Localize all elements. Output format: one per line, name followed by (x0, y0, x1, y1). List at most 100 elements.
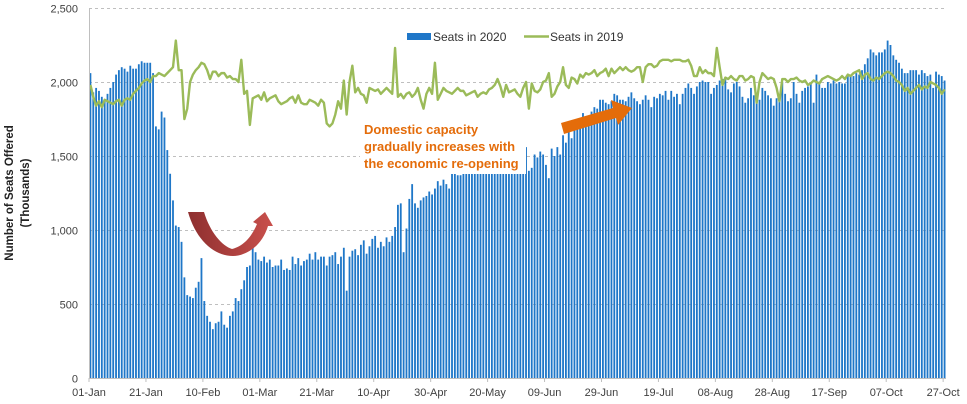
bar-2020 (174, 225, 177, 378)
bar-2020 (434, 188, 436, 378)
bar-2020 (681, 93, 684, 378)
bar-2020 (229, 315, 231, 378)
bar-2020 (661, 95, 664, 378)
bar-2020 (539, 151, 542, 378)
bar-2020 (340, 256, 342, 378)
x-tick-label: 01-Mar (242, 387, 277, 399)
bar-2020 (929, 74, 932, 378)
bar-2020 (863, 64, 866, 379)
bar-2020 (582, 113, 584, 378)
bar-2020 (100, 96, 103, 379)
bar-2020 (610, 101, 613, 379)
bar-2020 (906, 73, 909, 379)
bar-2020 (354, 249, 357, 378)
bar-2020 (314, 252, 317, 378)
bar-2020 (419, 200, 422, 378)
bar-2020 (624, 101, 627, 379)
bar-2020 (616, 95, 619, 378)
bar-2020 (163, 117, 166, 379)
bar-2020 (764, 90, 767, 378)
bar-2020 (493, 160, 496, 378)
bar-2020 (886, 40, 889, 379)
y-tick-label: 2,000 (50, 78, 78, 90)
bar-2020 (909, 70, 912, 378)
bar-2020 (143, 62, 146, 378)
bar-2020 (698, 82, 701, 378)
x-tick-label: 17-Sep (812, 387, 847, 399)
annotation-line-2: gradually increases with (364, 139, 515, 154)
bar-2020 (445, 184, 448, 378)
bar-2020 (388, 241, 391, 378)
x-tick-label: 20-May (469, 387, 506, 399)
bar-2020 (903, 73, 906, 379)
bar-2020 (570, 138, 573, 378)
bar-2020 (123, 68, 126, 379)
bar-2020 (923, 73, 926, 379)
bar-2020 (325, 265, 328, 378)
trend-arrow-shape (561, 100, 632, 134)
bar-2020 (918, 74, 920, 378)
bar-2020 (738, 86, 741, 378)
bar-2020 (257, 259, 260, 378)
legend-label-2020: Seats in 2020 (433, 30, 507, 44)
bar-2020 (750, 87, 752, 379)
bar-2020 (103, 101, 106, 379)
bar-2020 (490, 158, 493, 378)
annotation-text-background (360, 118, 526, 174)
bar-2020 (200, 258, 203, 378)
bar-2020 (476, 169, 479, 378)
bar-2020 (795, 93, 798, 378)
bar-2020 (664, 90, 667, 378)
bar-2020 (169, 173, 172, 378)
bar-2020 (251, 244, 254, 378)
bar-2020 (337, 264, 340, 378)
bar-2020 (701, 80, 704, 379)
legend: Seats in 2020 Seats in 2019 (407, 30, 624, 44)
bar-2020 (231, 311, 234, 378)
bar-2020 (644, 95, 647, 378)
bar-2020 (320, 256, 322, 378)
bar-2020 (673, 96, 675, 379)
bar-2020 (767, 95, 769, 378)
bar-2020 (621, 99, 624, 378)
bar-2020 (809, 83, 812, 378)
bar-2020 (838, 82, 841, 378)
axes (89, 8, 946, 379)
bar-2020 (937, 74, 940, 378)
bar-2020 (855, 73, 858, 379)
u-turn-arrow-shape (188, 212, 273, 256)
bar-2020 (408, 198, 411, 378)
bar-2020 (348, 256, 351, 378)
bar-2020 (471, 158, 473, 378)
bar-2020 (584, 119, 587, 378)
bar-2020 (687, 83, 690, 378)
bar-2020 (499, 151, 502, 378)
line-seats-2019 (89, 39, 946, 128)
bar-2020 (305, 259, 308, 378)
bar-2020 (599, 99, 601, 378)
bar-2020 (812, 102, 815, 378)
bar-2020 (769, 98, 772, 378)
x-tick-label: 10-Apr (357, 387, 390, 399)
bar-2020 (798, 102, 801, 378)
bar-2020 (271, 267, 274, 378)
bar-2020 (778, 96, 781, 379)
bar-2020 (824, 87, 826, 379)
bar-2020 (351, 250, 354, 378)
bar-2020 (382, 246, 385, 378)
bar-2020 (368, 246, 371, 378)
bar-2020 (801, 90, 804, 378)
x-tick-label: 08-Aug (698, 387, 733, 399)
bar-2020 (533, 154, 536, 378)
bar-2020 (214, 323, 217, 378)
bar-2020 (308, 253, 311, 378)
bar-2020 (120, 67, 123, 378)
bar-2020 (462, 170, 465, 378)
bar-2020 (527, 170, 530, 378)
bar-2020 (439, 185, 442, 378)
bar-2020 (556, 147, 559, 378)
bar-2020 (220, 311, 223, 378)
bar-2020 (650, 107, 653, 378)
bar-2020 (761, 87, 764, 379)
